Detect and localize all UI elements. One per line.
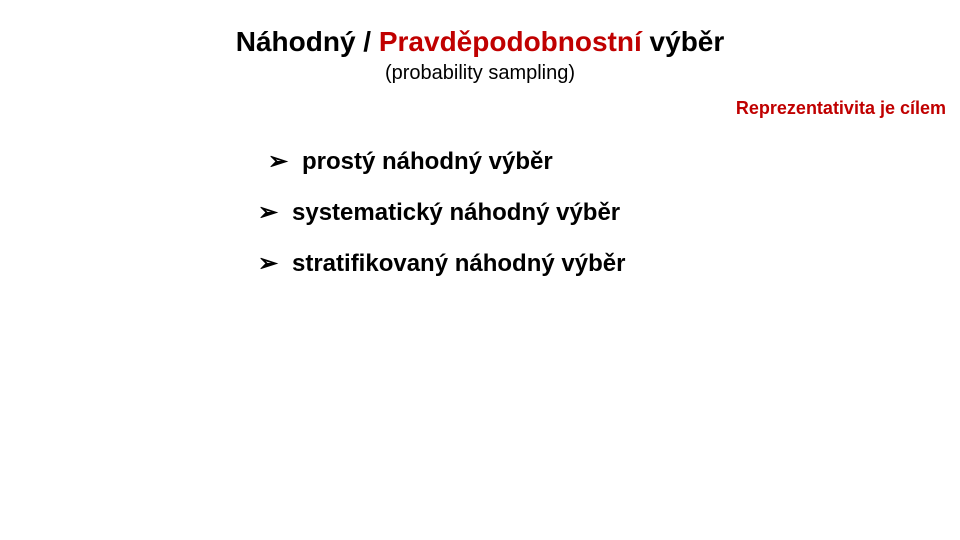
bullet-marker-icon: ➢ (268, 148, 288, 177)
slide: Náhodný / Pravděpodobnostní výběr (proba… (0, 0, 960, 540)
slide-title: Náhodný / Pravděpodobnostní výběr (0, 26, 960, 58)
title-highlight: Pravděpodobnostní (379, 26, 642, 57)
bullet-list: ➢ prostý náhodný výběr ➢ systematický ná… (258, 148, 818, 300)
slide-subtitle: (probability sampling) (0, 62, 960, 85)
list-item: ➢ prostý náhodný výběr (268, 148, 818, 177)
list-item-label: systematický náhodný výběr (292, 199, 620, 226)
title-part1: Náhodný / (236, 26, 379, 57)
bullet-marker-icon: ➢ (258, 250, 278, 279)
goal-note: Reprezentativita je cílem (736, 98, 946, 119)
title-part2: výběr (642, 26, 725, 57)
list-item: ➢ stratifikovaný náhodný výběr (258, 250, 818, 279)
list-item: ➢ systematický náhodný výběr (258, 199, 818, 228)
list-item-label: prostý náhodný výběr (302, 148, 553, 175)
bullet-marker-icon: ➢ (258, 199, 278, 228)
list-item-label: stratifikovaný náhodný výběr (292, 250, 625, 277)
